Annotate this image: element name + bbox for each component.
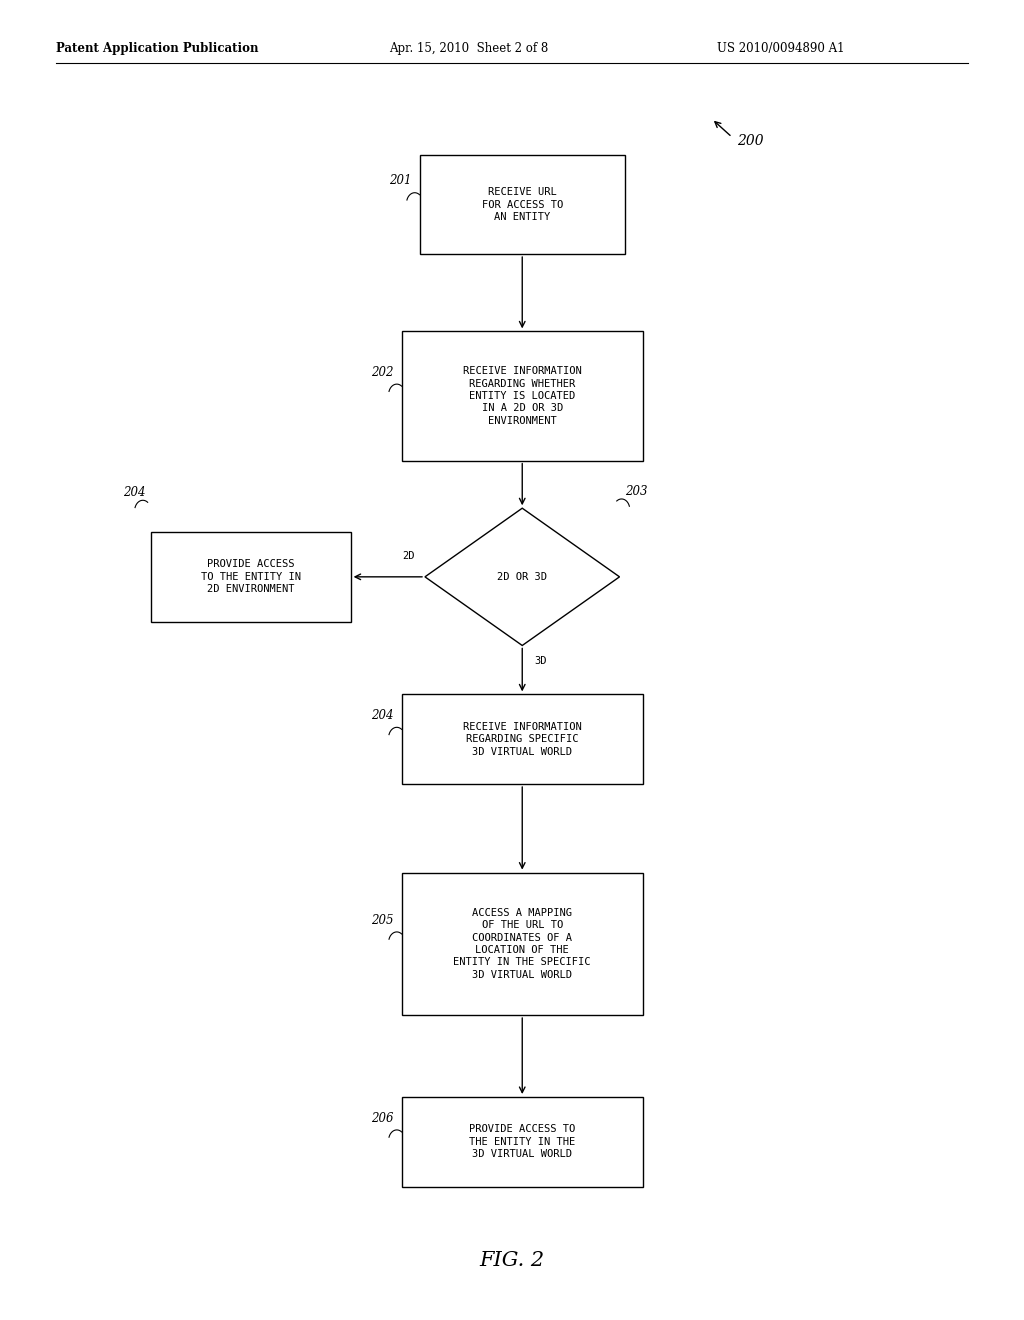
Text: 201: 201 [389, 174, 412, 187]
Text: PROVIDE ACCESS
TO THE ENTITY IN
2D ENVIRONMENT: PROVIDE ACCESS TO THE ENTITY IN 2D ENVIR… [201, 560, 301, 594]
Text: 206: 206 [372, 1111, 393, 1125]
Polygon shape [425, 508, 620, 645]
Text: 2D: 2D [402, 550, 415, 561]
Text: Apr. 15, 2010  Sheet 2 of 8: Apr. 15, 2010 Sheet 2 of 8 [389, 42, 549, 55]
Bar [401, 331, 643, 461]
Text: ACCESS A MAPPING
OF THE URL TO
COORDINATES OF A
LOCATION OF THE
ENTITY IN THE SP: ACCESS A MAPPING OF THE URL TO COORDINAT… [454, 908, 591, 979]
Text: 203: 203 [625, 484, 647, 498]
Text: RECEIVE INFORMATION
REGARDING WHETHER
ENTITY IS LOCATED
IN A 2D OR 3D
ENVIRONMEN: RECEIVE INFORMATION REGARDING WHETHER EN… [463, 366, 582, 426]
Bar [401, 694, 643, 784]
Text: 204: 204 [372, 709, 393, 722]
Text: Patent Application Publication: Patent Application Publication [56, 42, 259, 55]
Text: FIG. 2: FIG. 2 [479, 1251, 545, 1270]
Text: US 2010/0094890 A1: US 2010/0094890 A1 [717, 42, 845, 55]
Bar [420, 154, 625, 253]
Text: PROVIDE ACCESS TO
THE ENTITY IN THE
3D VIRTUAL WORLD: PROVIDE ACCESS TO THE ENTITY IN THE 3D V… [469, 1125, 575, 1159]
Text: RECEIVE INFORMATION
REGARDING SPECIFIC
3D VIRTUAL WORLD: RECEIVE INFORMATION REGARDING SPECIFIC 3… [463, 722, 582, 756]
Bar [401, 873, 643, 1015]
Text: 2D OR 3D: 2D OR 3D [498, 572, 547, 582]
Text: 202: 202 [372, 366, 393, 379]
Bar [152, 532, 350, 622]
Text: 204: 204 [124, 486, 145, 499]
Text: 3D: 3D [535, 656, 547, 667]
Text: 200: 200 [737, 135, 764, 148]
Text: RECEIVE URL
FOR ACCESS TO
AN ENTITY: RECEIVE URL FOR ACCESS TO AN ENTITY [481, 187, 563, 222]
Text: 205: 205 [372, 913, 393, 927]
Bar [401, 1097, 643, 1187]
